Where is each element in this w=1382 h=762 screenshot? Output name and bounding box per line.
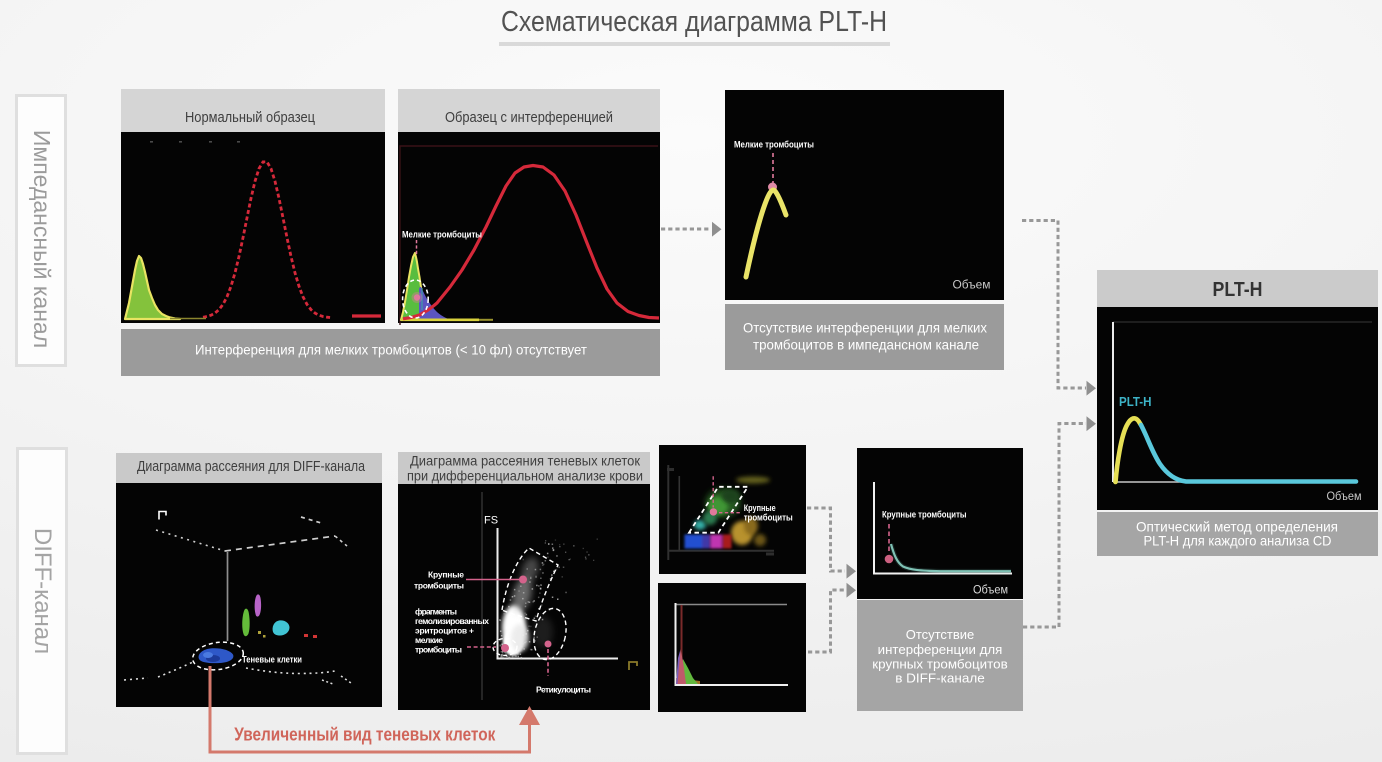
svg-text:Диаграмма рассеяния теневых кл: Диаграмма рассеяния теневых клеток <box>410 453 641 469</box>
svg-text:Образец с интерференцией: Образец с интерференцией <box>445 109 613 126</box>
svg-text:Импедансный канал: Импедансный канал <box>29 130 55 348</box>
svg-text:Интерференция для мелких тромб: Интерференция для мелких тромбоцитов (< … <box>195 342 588 358</box>
svg-text:DIFF-канал: DIFF-канал <box>29 528 56 654</box>
svg-text:крупных тромбоцитов: крупных тромбоцитов <box>872 657 1007 672</box>
svg-text:фрагменты: фрагменты <box>415 607 457 617</box>
svg-text:FS: FS <box>484 515 498 527</box>
svg-text:Мелкие тромбоциты: Мелкие тромбоциты <box>402 230 482 240</box>
svg-text:PLT-H: PLT-H <box>1119 394 1152 409</box>
svg-text:интерференции для: интерференции для <box>878 642 1003 657</box>
svg-text:Ретикулоциты: Ретикулоциты <box>536 685 591 695</box>
svg-text:тромбоциты: тромбоциты <box>744 513 793 523</box>
svg-text:Крупные: Крупные <box>428 570 464 580</box>
svg-text:Теневые клетки: Теневые клетки <box>242 655 302 665</box>
svg-text:Нормальный образец: Нормальный образец <box>185 109 315 126</box>
svg-text:Объем: Объем <box>973 585 1008 597</box>
svg-text:Отсутствие интерференции для м: Отсутствие интерференции для мелких <box>743 320 987 336</box>
svg-text:мелкие: мелкие <box>415 635 443 645</box>
svg-text:тромбоциты: тромбоциты <box>414 581 464 591</box>
svg-text:Объем: Объем <box>1327 491 1362 503</box>
svg-text:гемолизированных: гемолизированных <box>415 616 489 626</box>
svg-text:PLT-H: PLT-H <box>1213 279 1263 301</box>
svg-text:тромбоциты: тромбоциты <box>415 645 462 655</box>
svg-text:Крупные: Крупные <box>744 503 776 513</box>
svg-text:эритроцитов +: эритроцитов + <box>415 626 474 636</box>
svg-text:Мелкие тромбоциты: Мелкие тромбоциты <box>734 140 814 150</box>
svg-text:PLT-H для каждого анализа CD: PLT-H для каждого анализа CD <box>1144 533 1332 549</box>
svg-text:Оптический метод определения: Оптический метод определения <box>1136 519 1338 535</box>
svg-text:Крупные тромбоциты: Крупные тромбоциты <box>882 510 967 520</box>
svg-text:Схематическая диаграмма PLT-H: Схематическая диаграмма PLT-H <box>501 6 887 38</box>
svg-text:при дифференциальном анализе к: при дифференциальном анализе крови <box>407 468 643 484</box>
svg-text:Объем: Объем <box>953 278 991 292</box>
svg-text:Диаграмма рассеяния для DIFF-к: Диаграмма рассеяния для DIFF-канала <box>137 459 366 475</box>
svg-text:Отсутствие: Отсутствие <box>906 627 975 642</box>
svg-text:тромбоцитов в импедансном кана: тромбоцитов в импедансном канале <box>753 337 979 353</box>
svg-text:Увеличенный вид теневых клеток: Увеличенный вид теневых клеток <box>234 725 496 745</box>
svg-text:в DIFF-канале: в DIFF-канале <box>895 671 985 686</box>
